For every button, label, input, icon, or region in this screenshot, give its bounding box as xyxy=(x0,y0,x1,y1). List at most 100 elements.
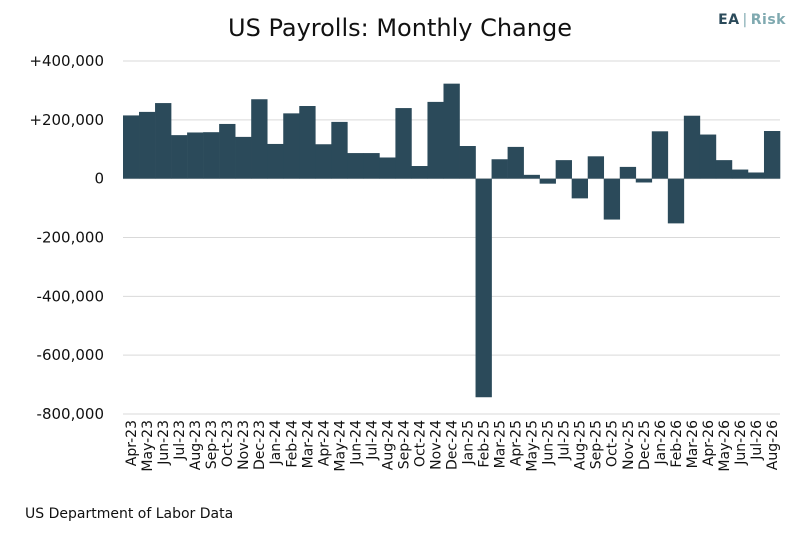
x-tick-label: Aug-23 xyxy=(188,420,204,470)
bar xyxy=(667,178,685,224)
y-tick-label: 0 xyxy=(94,170,104,188)
y-tick-label: +400,000 xyxy=(29,52,104,70)
bar xyxy=(347,153,364,179)
bar xyxy=(219,123,236,179)
bar xyxy=(203,132,220,179)
bar xyxy=(427,101,444,179)
bar xyxy=(459,146,476,179)
x-tick-label: Jan-24 xyxy=(268,420,284,466)
x-tick-label: Aug-25 xyxy=(573,420,589,470)
bar xyxy=(251,99,268,179)
x-tick-label: Jul-25 xyxy=(557,420,573,461)
bar xyxy=(763,131,781,179)
x-tick-label: Jul-24 xyxy=(364,420,380,461)
x-tick-label: Mar-25 xyxy=(493,420,509,468)
bar xyxy=(747,172,765,179)
x-tick-label: Dec-23 xyxy=(252,420,268,470)
bar xyxy=(683,115,701,179)
bar xyxy=(267,143,284,179)
bar xyxy=(731,169,749,179)
brand-separator: | xyxy=(742,12,748,28)
y-tick-label: -600,000 xyxy=(37,346,104,364)
source-note: US Department of Labor Data xyxy=(25,506,234,522)
bar xyxy=(379,157,396,179)
x-tick-label: Apr-23 xyxy=(124,420,140,466)
x-tick-label: Apr-26 xyxy=(701,420,717,466)
x-tick-label: Apr-24 xyxy=(316,420,332,466)
chart-title: US Payrolls: Monthly Change xyxy=(228,14,572,42)
gridlines xyxy=(123,60,780,415)
x-tick-label: Nov-25 xyxy=(621,420,637,470)
x-tick-label: Feb-25 xyxy=(477,420,493,468)
x-tick-label: Jul-23 xyxy=(172,420,188,461)
bar xyxy=(139,111,156,179)
x-tick-label: Dec-25 xyxy=(637,420,653,470)
bars xyxy=(123,83,781,398)
bar xyxy=(715,160,733,179)
x-tick-label: Feb-24 xyxy=(284,420,300,468)
x-tick-label: May-23 xyxy=(140,420,156,472)
bar xyxy=(123,115,140,179)
bar xyxy=(491,159,508,179)
x-tick-label: Jan-25 xyxy=(461,420,477,465)
x-tick-label: Nov-24 xyxy=(428,420,444,470)
x-tick-label: Nov-23 xyxy=(236,420,252,470)
x-tick-label: Jan-26 xyxy=(653,420,669,466)
x-tick-label: Aug-24 xyxy=(380,420,396,470)
brand-risk: Risk xyxy=(750,12,786,28)
bar xyxy=(523,174,540,179)
bar xyxy=(171,135,188,179)
bar xyxy=(619,166,637,179)
bar xyxy=(155,103,172,179)
bar xyxy=(475,178,492,398)
bar xyxy=(187,132,204,179)
x-tick-label: May-26 xyxy=(717,420,733,472)
bar xyxy=(443,83,460,179)
bar xyxy=(283,113,300,179)
bar xyxy=(331,121,348,179)
brand-logo: EA | Risk xyxy=(718,12,786,28)
x-tick-label: Dec-24 xyxy=(445,420,461,470)
x-tick-label: Oct-23 xyxy=(220,420,236,467)
bar xyxy=(315,144,332,179)
x-tick-label: Mar-26 xyxy=(685,420,701,468)
x-tick-label: Sep-24 xyxy=(396,420,412,469)
x-tick-label: Sep-23 xyxy=(204,420,220,469)
y-tick-label: +200,000 xyxy=(29,111,104,129)
x-axis-tick-labels: Apr-23 May-23 Jun-23 Jul-23 Aug-23 Sep-23 Oct-… xyxy=(124,420,781,472)
bar xyxy=(235,136,252,179)
bar xyxy=(651,131,669,179)
y-tick-label: -400,000 xyxy=(37,287,104,305)
x-tick-label: Jun-24 xyxy=(348,420,364,466)
x-tick-label: Sep-25 xyxy=(589,420,605,469)
x-tick-label: Oct-24 xyxy=(412,420,428,467)
x-tick-label: Jul-26 xyxy=(749,420,765,461)
bar xyxy=(539,178,556,184)
x-tick-label: May-24 xyxy=(332,420,348,472)
x-tick-label: Feb-26 xyxy=(669,420,685,468)
brand-ea: EA xyxy=(718,12,740,28)
bar xyxy=(395,108,412,179)
x-tick-label: Jun-26 xyxy=(733,420,749,466)
bar xyxy=(571,178,588,199)
x-tick-label: Apr-25 xyxy=(509,420,525,466)
bar xyxy=(363,153,380,179)
y-tick-label: -200,000 xyxy=(37,229,104,247)
bar xyxy=(635,178,653,183)
y-axis-tick-labels: +400,000 +200,000 0 -200,000 -400,000 -600,00… xyxy=(29,52,104,423)
bar xyxy=(555,160,572,179)
y-tick-label: -800,000 xyxy=(37,405,104,423)
x-tick-label: Jun-23 xyxy=(156,420,172,466)
bar xyxy=(699,134,717,179)
bar xyxy=(587,156,605,179)
bar xyxy=(299,106,316,179)
bar xyxy=(603,178,621,220)
bar xyxy=(411,166,428,179)
x-tick-label: Aug-26 xyxy=(765,420,781,470)
x-tick-label: Oct-25 xyxy=(605,420,621,467)
x-tick-label: Mar-24 xyxy=(300,420,316,468)
x-tick-label: May-25 xyxy=(525,420,541,472)
x-tick-label: Jun-25 xyxy=(541,420,557,466)
bar xyxy=(507,146,524,179)
